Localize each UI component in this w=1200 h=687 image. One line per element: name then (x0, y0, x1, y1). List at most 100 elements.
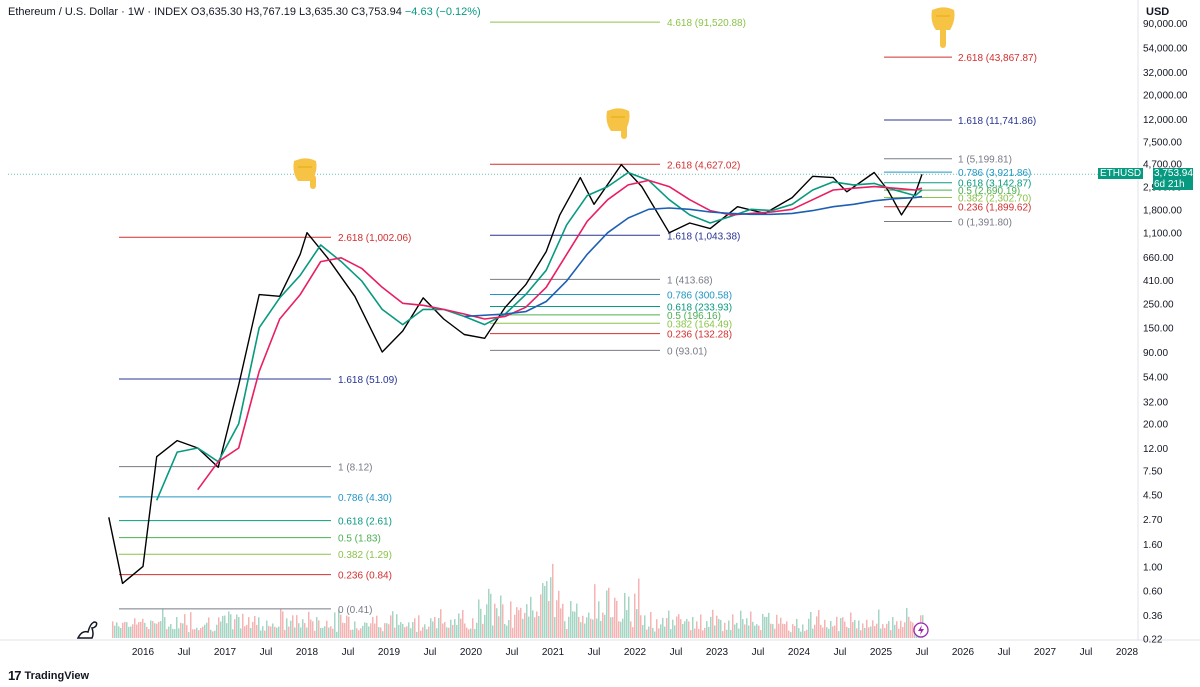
volume-bar (756, 624, 758, 638)
volume-bar (406, 626, 408, 638)
price-tick-label: 12,000.00 (1143, 115, 1188, 126)
volume-bar (466, 627, 468, 638)
volume-bar (760, 630, 762, 638)
volume-bar (782, 623, 784, 638)
volume-bar (440, 609, 442, 638)
price-axis[interactable]: 90,000.00 54,000.00 32,000.00 20,000.00 12,0… (1143, 19, 1188, 646)
volume-bar (224, 615, 226, 638)
time-axis[interactable]: 2016 Jul 2017 Jul 2018 Jul 2019 Jul 2020 Jul 2021 J… (132, 647, 1139, 658)
time-tick-label: 2027 (1034, 647, 1057, 658)
volume-bar (678, 614, 680, 638)
volume-bar (748, 625, 750, 638)
symbol-title[interactable]: Ethereum / U.S. Dollar · 1W · INDEX (8, 6, 188, 18)
volume-bar (738, 628, 740, 638)
volume-bar (430, 618, 432, 638)
volume-bar (248, 617, 250, 638)
volume-bar (268, 625, 270, 638)
volume-bar (202, 626, 204, 638)
volume-bar (730, 629, 732, 638)
fib-level-label: 0.236 (132.28) (667, 330, 732, 341)
price-tick-label: 90.00 (1143, 348, 1168, 359)
volume-bar (484, 614, 486, 638)
volume-bar (712, 609, 714, 638)
volume-bar (506, 625, 508, 638)
volume-bar (710, 616, 712, 638)
time-tick-label: Jul (834, 647, 847, 658)
time-tick-label: 2020 (460, 647, 483, 658)
volume-bar (222, 615, 224, 638)
time-tick-label: Jul (998, 647, 1011, 658)
volume-bar (410, 628, 412, 638)
price-tick-label: 0.22 (1143, 635, 1163, 646)
chart-header: Ethereum / U.S. Dollar · 1W · INDEX O3,6… (8, 6, 481, 18)
fib-level-label: 0.618 (3,142.87) (958, 179, 1031, 190)
volume-bar (882, 624, 884, 638)
lightning-icon[interactable] (913, 622, 929, 638)
volume-bar (694, 628, 696, 638)
volume-bar (656, 619, 658, 638)
volume-bar (480, 608, 482, 638)
volume-bar (422, 627, 424, 638)
volume-bar (750, 611, 752, 638)
volume-bar (588, 612, 590, 638)
volume-bar (802, 624, 804, 638)
volume-bar (878, 609, 880, 638)
volume-bar (514, 614, 516, 638)
volume-bar (420, 630, 422, 638)
volume-bar (130, 626, 132, 638)
price-tick-label: 0.60 (1143, 587, 1163, 598)
fib-level-label: 0.236 (1,899.62) (958, 203, 1031, 214)
volume-bar (516, 607, 518, 638)
volume-bar (894, 624, 896, 638)
volume-bar (232, 629, 234, 638)
volume-bar (806, 629, 808, 638)
volume-bar (632, 627, 634, 638)
price-tick-label: 1,100.00 (1143, 229, 1182, 240)
volume-bar (616, 600, 618, 638)
fib-level-label: 0.5 (2,690.19) (958, 186, 1020, 197)
volume-bar (326, 620, 328, 638)
volume-bar (206, 622, 208, 638)
footer[interactable]: 17 TradingView (8, 668, 89, 683)
volume-bar (868, 627, 870, 638)
volume-bar (558, 590, 560, 638)
price-tick-label: 12.00 (1143, 444, 1168, 455)
currency-label[interactable]: USD (1146, 6, 1170, 18)
volume-bar (472, 618, 474, 638)
fib-level-label: 2.618 (43,867.87) (958, 53, 1037, 64)
volume-bar (442, 623, 444, 638)
volume-bar (580, 622, 582, 638)
volume-bar (834, 625, 836, 638)
volume-bar (610, 617, 612, 638)
volume-bar (356, 628, 358, 638)
volume-bar (804, 631, 806, 638)
volume-bar (146, 626, 148, 638)
volume-bar (200, 628, 202, 638)
volume-bar (170, 624, 172, 638)
volume-bar (788, 630, 790, 638)
volume-bar (386, 623, 388, 638)
volume-bar (692, 616, 694, 638)
volume-bar (320, 627, 322, 638)
volume-bar (900, 620, 902, 638)
volume-bar (754, 625, 756, 638)
volume-bar (840, 618, 842, 638)
volume-bar (622, 618, 624, 638)
volume-bar (780, 617, 782, 638)
volume-bar (912, 622, 914, 638)
volume-bar (400, 622, 402, 638)
volume-bar (562, 603, 564, 638)
volume-bar (196, 627, 198, 638)
volume-bar (826, 627, 828, 638)
volume-bar (474, 628, 476, 638)
volume-bar (612, 617, 614, 638)
volume-bar (244, 626, 246, 638)
volume-bar (842, 617, 844, 638)
dinosaur-icon[interactable] (76, 621, 98, 639)
volume-bar (238, 617, 240, 638)
volume-bar (568, 616, 570, 638)
volume-bar (850, 612, 852, 638)
volume-bar (792, 624, 794, 638)
volume-bar (350, 629, 352, 638)
